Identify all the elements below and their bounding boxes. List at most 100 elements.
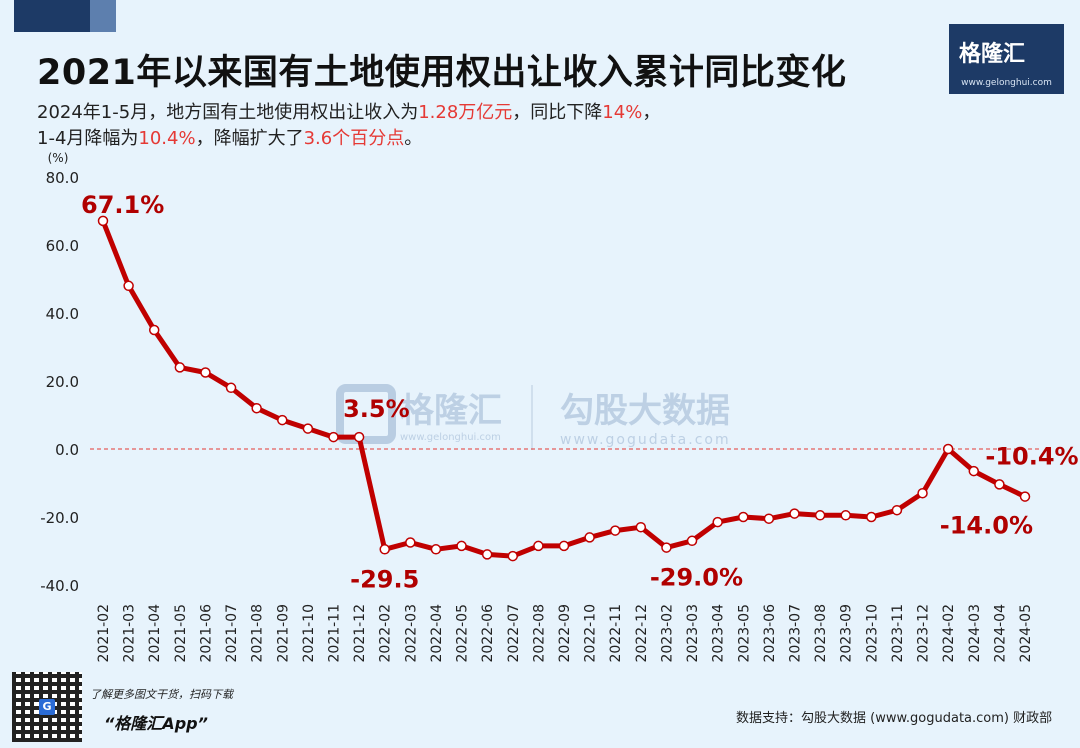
data-point xyxy=(1019,491,1031,502)
data-label: -10.4% xyxy=(985,442,1078,470)
watermark: 格隆汇 www.gelonghui.com 勾股大数据 www.gogudata… xyxy=(336,384,730,450)
x-tick-label: 2021-05 xyxy=(173,604,189,663)
x-tick-label: 2022-05 xyxy=(455,604,471,663)
data-point xyxy=(97,215,109,227)
subtitle-text: ，降幅扩大了 xyxy=(195,128,304,149)
x-tick-label: 2023-10 xyxy=(864,604,880,663)
data-point xyxy=(405,537,416,548)
x-tick-label: 2024-05 xyxy=(1018,604,1034,663)
y-tick-label: 60.0 xyxy=(46,237,79,255)
app-name: “格隆汇App” xyxy=(104,714,208,733)
subtitle-text: 。 xyxy=(404,128,423,149)
x-tick-label: 2022-10 xyxy=(583,604,599,663)
data-label: 67.1% xyxy=(81,191,164,219)
x-tick-label: 2023-06 xyxy=(762,604,778,663)
y-axis: 80.0 60.0 40.0 20.0 0.0 -20.0 -40.0 xyxy=(40,169,79,595)
x-tick-label: 2022-07 xyxy=(506,604,522,663)
x-tick-label: 2024-03 xyxy=(967,604,983,663)
data-point xyxy=(148,324,160,336)
x-tick-label: 2022-09 xyxy=(557,604,573,663)
qr-badge: G xyxy=(39,699,55,715)
subtitle-line-2: 1-4月降幅为10.4%，降幅扩大了3.6个百分点。 xyxy=(37,124,422,150)
data-point xyxy=(712,516,723,528)
data-point xyxy=(942,443,954,455)
data-point xyxy=(840,510,851,521)
x-tick-label: 2023-04 xyxy=(711,604,727,663)
data-point xyxy=(533,540,544,552)
x-tick-label: 2021-12 xyxy=(352,604,368,663)
x-tick-label: 2022-11 xyxy=(608,604,624,663)
subtitle-text: ， xyxy=(642,102,661,123)
subtitle-text: 1-4月降幅为 xyxy=(37,128,139,149)
x-tick-label: 2023-02 xyxy=(659,604,675,663)
data-point xyxy=(763,513,775,524)
x-tick-label: 2022-08 xyxy=(531,604,547,663)
y-tick-label: 20.0 xyxy=(46,373,79,391)
data-point xyxy=(251,402,262,414)
logo-name: 格隆汇 xyxy=(959,42,1026,67)
data-point xyxy=(200,367,211,378)
watermark-right-name: 勾股大数据 xyxy=(560,391,730,431)
logo-url: www.gelonghui.com xyxy=(961,78,1052,88)
x-tick-label: 2021-09 xyxy=(275,604,291,663)
data-point xyxy=(302,423,314,434)
watermark-left-name: 格隆汇 xyxy=(400,391,502,431)
subtitle-highlight: 1.28万亿元 xyxy=(418,102,513,123)
x-tick-label: 2022-03 xyxy=(403,604,419,663)
x-axis: 2021-02 2021-03 2021-04 2021-05 2021-06 2021-… xyxy=(96,604,1034,663)
watermark-logo-icon xyxy=(336,384,396,444)
data-point xyxy=(507,550,519,562)
x-tick-label: 2024-02 xyxy=(941,604,957,663)
y-tick-label: -20.0 xyxy=(40,509,79,527)
x-tick-label: 2022-02 xyxy=(378,604,394,663)
x-tick-label: 2023-07 xyxy=(788,604,804,663)
data-labels: 67.1% 3.5% -29.5 -29.0% -10.4% -14.0% xyxy=(81,191,1079,593)
series-line xyxy=(100,218,1028,559)
x-tick-label: 2021-04 xyxy=(147,604,163,663)
data-label: -14.0% xyxy=(940,512,1033,540)
brand-logo: 格隆汇 www.gelonghui.com xyxy=(949,24,1064,94)
data-label: -29.5 xyxy=(350,565,419,593)
subtitle-highlight: 3.6个百分点 xyxy=(303,128,405,149)
data-source: 数据支持：勾股大数据 (www.gogudata.com) 财政部 xyxy=(736,711,1053,726)
data-point xyxy=(353,431,365,443)
data-point xyxy=(686,535,698,547)
data-point xyxy=(917,487,928,499)
data-point xyxy=(584,532,595,543)
data-point xyxy=(968,465,980,477)
data-point xyxy=(738,511,749,523)
data-point xyxy=(430,544,442,555)
data-point xyxy=(558,540,570,552)
data-point xyxy=(225,382,237,394)
data-point xyxy=(609,525,621,536)
y-tick-label: 40.0 xyxy=(46,305,79,323)
subtitle-text: ，同比下降 xyxy=(512,102,603,123)
subtitle-line-1: 2024年1-5月，地方国有土地使用权出让收入为1.28万亿元，同比下降14%， xyxy=(37,98,660,124)
data-point xyxy=(891,504,903,516)
data-point xyxy=(123,280,134,292)
y-tick-label: -40.0 xyxy=(40,577,79,595)
data-point xyxy=(456,540,467,552)
data-point xyxy=(379,544,390,555)
x-tick-label: 2021-07 xyxy=(224,604,240,663)
line-chart: 格隆汇 www.gelonghui.com 勾股大数据 www.gogudata… xyxy=(40,151,1079,663)
qr-code: G xyxy=(12,672,82,742)
x-tick-label: 2023-05 xyxy=(736,604,752,663)
data-point xyxy=(994,479,1005,490)
data-point xyxy=(328,431,339,443)
x-tick-label: 2023-09 xyxy=(839,604,855,663)
x-tick-label: 2022-06 xyxy=(480,604,496,663)
x-tick-label: 2023-11 xyxy=(890,604,906,663)
subtitle-highlight: 14% xyxy=(602,102,643,123)
data-points xyxy=(97,215,1031,562)
y-axis-unit: (%) xyxy=(48,151,69,165)
y-tick-label: 80.0 xyxy=(46,169,79,187)
y-tick-label: 0.0 xyxy=(55,441,79,459)
data-point xyxy=(277,414,288,426)
x-tick-label: 2021-03 xyxy=(122,604,138,663)
x-tick-label: 2024-04 xyxy=(992,604,1008,663)
data-label: 3.5% xyxy=(343,395,410,423)
chart-title: 2021年以来国有土地使用权出让收入累计同比变化 xyxy=(37,53,847,93)
data-point xyxy=(481,549,493,560)
app-download-hint: 了解更多图文干货，扫码下载 xyxy=(90,688,233,701)
